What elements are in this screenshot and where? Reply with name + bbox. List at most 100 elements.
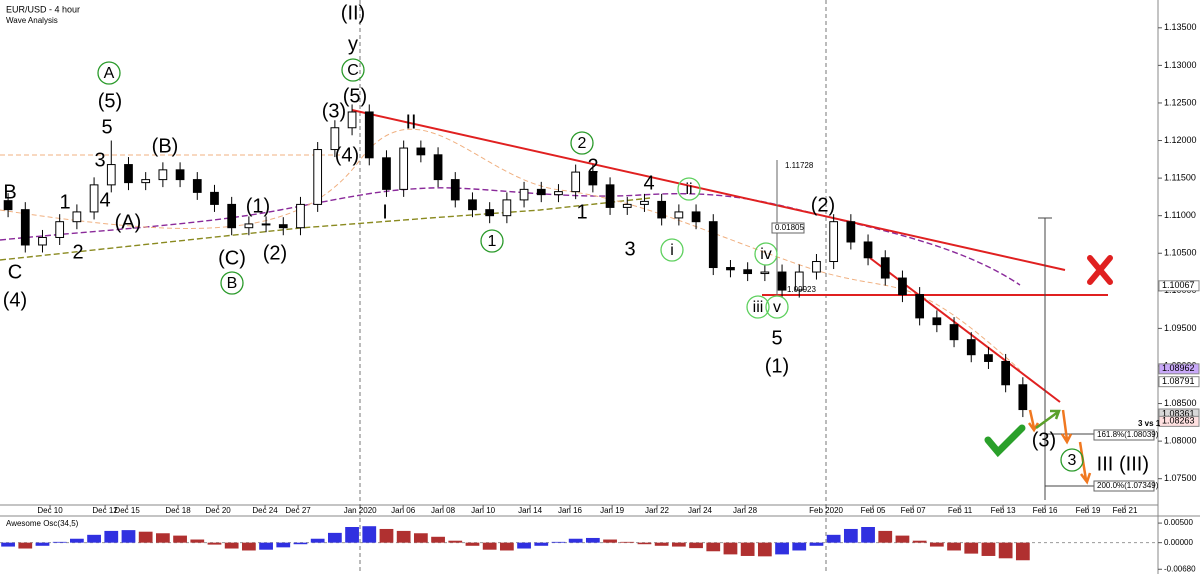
osc-bar bbox=[929, 542, 944, 547]
price-marker-label: 1.08263 bbox=[1162, 416, 1195, 426]
osc-bar bbox=[207, 542, 222, 545]
wave-circle bbox=[677, 177, 701, 201]
candle-body bbox=[571, 171, 581, 193]
wave-label: C bbox=[347, 62, 359, 79]
y-tick-label: 1.12500 bbox=[1164, 97, 1197, 107]
price-marker-label: 1.08791 bbox=[1162, 376, 1195, 386]
osc-bar bbox=[413, 533, 428, 543]
chart-title: EUR/USD - 4 hour bbox=[6, 4, 80, 14]
candle-body bbox=[898, 277, 907, 296]
annotation: 3 vs 1 bbox=[1138, 419, 1161, 428]
wave-circle bbox=[660, 238, 684, 262]
wave-label: 2 bbox=[72, 241, 83, 263]
wave-label: (1) bbox=[765, 355, 789, 377]
wave-circle bbox=[480, 229, 504, 253]
x-tick-label: Dec 10 bbox=[37, 506, 63, 515]
osc-bar bbox=[654, 542, 669, 546]
candle-body bbox=[227, 203, 237, 229]
price-marker-label: 1.08361 bbox=[1162, 408, 1195, 418]
candle-body bbox=[932, 317, 942, 326]
wave-label: (3) bbox=[322, 100, 346, 122]
wave-label: iv bbox=[760, 246, 772, 263]
osc-bar bbox=[757, 542, 772, 557]
osc-bar bbox=[35, 542, 50, 546]
price-marker bbox=[1158, 376, 1200, 388]
arrow bbox=[1027, 409, 1040, 433]
osc-bar bbox=[1, 542, 15, 547]
osc-bar bbox=[259, 542, 273, 550]
osc-bar bbox=[87, 534, 101, 543]
y-tick-label: 1.08000 bbox=[1164, 435, 1197, 445]
x-tick-label: Dec 20 bbox=[205, 506, 231, 515]
candle-body bbox=[812, 261, 821, 273]
wave-label: iii bbox=[753, 299, 764, 316]
osc-bar bbox=[534, 542, 549, 546]
wave-label: C bbox=[8, 261, 22, 283]
osc-bar bbox=[327, 532, 342, 543]
candle-body bbox=[313, 149, 323, 205]
osc-bar bbox=[637, 542, 652, 545]
candle-body bbox=[743, 269, 753, 275]
x-tick-label: Jan 14 bbox=[518, 506, 543, 515]
wave-circle bbox=[754, 242, 778, 266]
price-marker-label: 1.10067 bbox=[1162, 280, 1195, 290]
x-tick-label: Dec 12 bbox=[92, 506, 118, 515]
candle-body bbox=[3, 200, 13, 211]
osc-bar bbox=[18, 542, 33, 549]
osc-bar bbox=[70, 538, 84, 543]
candle-body bbox=[536, 188, 546, 196]
x-tick-label: Feb 05 bbox=[861, 506, 886, 515]
osc-bar bbox=[809, 542, 824, 546]
candle-body bbox=[1001, 360, 1011, 386]
osc-bar bbox=[895, 535, 910, 543]
candle-body bbox=[622, 203, 632, 208]
candle-body bbox=[55, 221, 65, 238]
candle-body bbox=[382, 157, 391, 190]
osc-bar bbox=[671, 542, 686, 547]
osc-bar bbox=[878, 530, 893, 543]
candle-body bbox=[72, 211, 82, 223]
osc-bar bbox=[173, 535, 187, 543]
osc-bar bbox=[190, 539, 205, 543]
x-tick-label: Dec 24 bbox=[252, 506, 278, 515]
wave-circle bbox=[765, 295, 789, 319]
x-tick-label: Dec 15 bbox=[114, 506, 140, 515]
osc-bar bbox=[792, 542, 807, 551]
osc-tick-label: 0.00000 bbox=[1164, 538, 1193, 547]
wave-label: 3 bbox=[1068, 452, 1077, 469]
wave-label: II bbox=[405, 111, 416, 133]
wave-label: III bbox=[1097, 453, 1114, 475]
invalid-mark bbox=[1087, 255, 1113, 285]
wave-label: (III) bbox=[1119, 453, 1149, 475]
candle-body bbox=[966, 339, 976, 356]
candle-body bbox=[399, 147, 409, 190]
osc-bar bbox=[706, 542, 721, 552]
candle-body bbox=[278, 224, 288, 229]
candle-body bbox=[691, 211, 701, 223]
wave-label: 4 bbox=[643, 172, 654, 194]
wave-label: 3 bbox=[94, 149, 105, 171]
wave-label: 5 bbox=[771, 327, 782, 349]
candle-body bbox=[433, 154, 443, 181]
wave-circle bbox=[570, 131, 594, 155]
osc-bar bbox=[121, 530, 136, 543]
y-tick-label: 1.07500 bbox=[1164, 473, 1197, 483]
candle-body bbox=[141, 179, 151, 184]
x-tick-label: Jan 28 bbox=[733, 506, 758, 515]
candle-body bbox=[554, 191, 563, 196]
candle-body bbox=[657, 200, 667, 219]
wave-label: (3) bbox=[1032, 429, 1056, 451]
wave-label: 4 bbox=[99, 189, 110, 211]
candle-body bbox=[829, 221, 839, 263]
wave-label: A bbox=[104, 65, 115, 82]
osc-bar bbox=[362, 526, 377, 543]
wave-label: 1 bbox=[59, 191, 70, 213]
osc-bar bbox=[52, 541, 67, 543]
candle-body bbox=[915, 294, 925, 319]
candle-body bbox=[416, 147, 426, 156]
osc-bar bbox=[138, 531, 153, 543]
osc-bar bbox=[723, 542, 738, 555]
candle-body bbox=[296, 203, 305, 229]
